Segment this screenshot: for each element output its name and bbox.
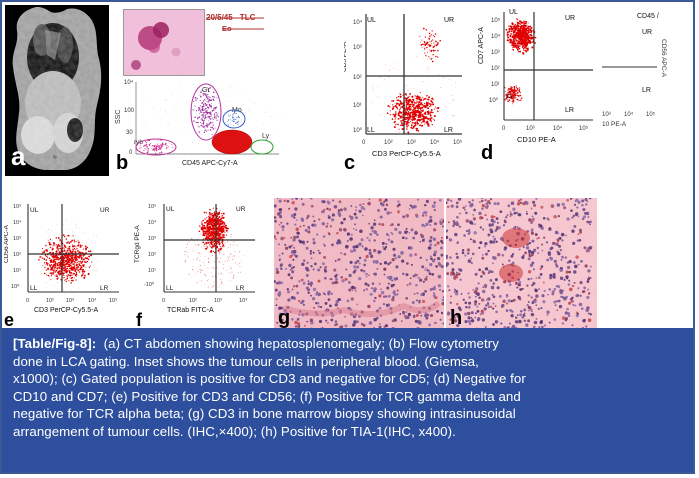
- svg-text:10²: 10²: [384, 140, 393, 146]
- svg-text:10⁵: 10⁵: [148, 203, 156, 210]
- svg-text:LL: LL: [166, 285, 174, 292]
- svg-text:e: e: [4, 310, 14, 330]
- svg-text:10²: 10²: [353, 75, 362, 81]
- svg-text:10⁵: 10⁵: [109, 297, 117, 304]
- svg-text:Ly: Ly: [262, 133, 270, 140]
- svg-text:10⁴: 10⁴: [430, 139, 440, 146]
- svg-text:LR: LR: [642, 87, 651, 94]
- svg-text:10⁰: 10⁰: [489, 97, 499, 104]
- svg-text:UL: UL: [30, 207, 39, 214]
- svg-text:10⁵: 10⁵: [13, 203, 21, 210]
- svg-text:h: h: [450, 307, 462, 329]
- svg-text:CD56 APC-A: CD56 APC-A: [4, 224, 10, 263]
- svg-text:LR: LR: [236, 285, 245, 292]
- svg-text:CD3 PerCP-Cy5.5-A: CD3 PerCP-Cy5.5-A: [34, 307, 99, 314]
- svg-text:0: 0: [502, 126, 506, 132]
- svg-text:UL: UL: [509, 9, 518, 16]
- svg-text:CD10 PE-A: CD10 PE-A: [517, 135, 556, 144]
- svg-text:0: 0: [362, 140, 366, 146]
- svg-text:10³: 10³: [407, 140, 416, 146]
- svg-text:10⁰: 10⁰: [353, 127, 363, 134]
- svg-text:TCRgd PE-A: TCRgd PE-A: [134, 225, 141, 263]
- svg-text:CD56 APC-A: CD56 APC-A: [660, 39, 667, 78]
- svg-text:10³: 10³: [602, 112, 611, 118]
- svg-text:10⁴: 10⁴: [491, 33, 501, 40]
- svg-text:UR: UR: [236, 206, 246, 213]
- svg-text:100: 100: [124, 108, 135, 114]
- svg-text:10³: 10³: [66, 298, 74, 304]
- svg-text:UR: UR: [565, 15, 575, 22]
- svg-text:10³: 10³: [526, 126, 535, 132]
- svg-text:CD45 APC-Cy7-A: CD45 APC-Cy7-A: [182, 160, 238, 167]
- svg-text:10⁴: 10⁴: [148, 219, 157, 226]
- svg-text:10⁵: 10⁵: [579, 125, 589, 132]
- svg-text:LR: LR: [565, 107, 574, 114]
- svg-text:10³: 10³: [148, 236, 156, 242]
- svg-text:30: 30: [126, 130, 133, 136]
- svg-text:LL: LL: [367, 127, 375, 134]
- svg-text:0: 0: [26, 298, 29, 304]
- svg-text:10⁴: 10⁴: [353, 19, 363, 26]
- svg-text:LL: LL: [507, 93, 515, 100]
- svg-text:10¹: 10¹: [491, 82, 500, 88]
- svg-text:LR: LR: [444, 127, 453, 134]
- svg-text:d: d: [481, 142, 493, 164]
- svg-text:10 PE-A: 10 PE-A: [602, 121, 627, 128]
- svg-text:-10⁰: -10⁰: [144, 281, 155, 288]
- svg-text:10⁴: 10⁴: [624, 111, 634, 118]
- svg-text:10³: 10³: [13, 236, 21, 242]
- svg-text:10⁵: 10⁵: [491, 17, 501, 24]
- svg-text:UR: UR: [100, 207, 110, 214]
- svg-text:b: b: [116, 152, 128, 174]
- svg-text:10⁵: 10⁵: [453, 139, 463, 146]
- svg-text:CD7 APC-A: CD7 APC-A: [478, 27, 485, 64]
- svg-text:10⁴: 10⁴: [239, 297, 248, 304]
- svg-text:UL: UL: [367, 17, 376, 24]
- svg-text:CD5 PE-A: CD5 PE-A: [344, 41, 348, 72]
- svg-text:10³: 10³: [214, 298, 222, 304]
- svg-text:SSC: SSC: [115, 110, 122, 124]
- svg-text:10²: 10²: [189, 298, 197, 304]
- svg-text:10²: 10²: [148, 252, 156, 258]
- svg-text:10⁴: 10⁴: [13, 219, 22, 226]
- svg-text:10⁰: 10⁰: [11, 283, 20, 290]
- svg-text:0: 0: [129, 150, 133, 156]
- svg-text:UR: UR: [642, 29, 652, 36]
- svg-text:10⁵: 10⁵: [646, 111, 656, 118]
- svg-text:CD3 PerCP-Cy5.5-A: CD3 PerCP-Cy5.5-A: [372, 149, 441, 158]
- svg-text:TCRab FITC-A: TCRab FITC-A: [167, 307, 214, 314]
- svg-text:10¹: 10¹: [13, 268, 21, 274]
- svg-text:CD45 /: CD45 /: [637, 13, 659, 20]
- svg-text:10⁴: 10⁴: [124, 79, 134, 86]
- svg-text:g: g: [278, 307, 290, 329]
- svg-text:10³: 10³: [491, 50, 500, 56]
- svg-text:10²: 10²: [46, 298, 54, 304]
- svg-text:10⁴: 10⁴: [553, 125, 563, 132]
- svg-text:10¹: 10¹: [353, 103, 362, 109]
- svg-text:10¹: 10¹: [148, 268, 156, 274]
- svg-text:UR: UR: [444, 17, 454, 24]
- svg-text:c: c: [344, 152, 355, 174]
- svg-text:UL: UL: [166, 206, 175, 213]
- svg-text:Gr: Gr: [202, 87, 210, 94]
- svg-text:f: f: [136, 310, 143, 330]
- svg-text:a: a: [11, 141, 26, 171]
- svg-text:10⁴: 10⁴: [88, 297, 97, 304]
- svg-text:LL: LL: [30, 285, 38, 292]
- svg-text:0: 0: [162, 298, 165, 304]
- svg-text:10³: 10³: [353, 45, 362, 51]
- svg-text:10²: 10²: [491, 66, 500, 72]
- svg-text:10²: 10²: [13, 252, 21, 258]
- svg-text:LR: LR: [100, 285, 109, 292]
